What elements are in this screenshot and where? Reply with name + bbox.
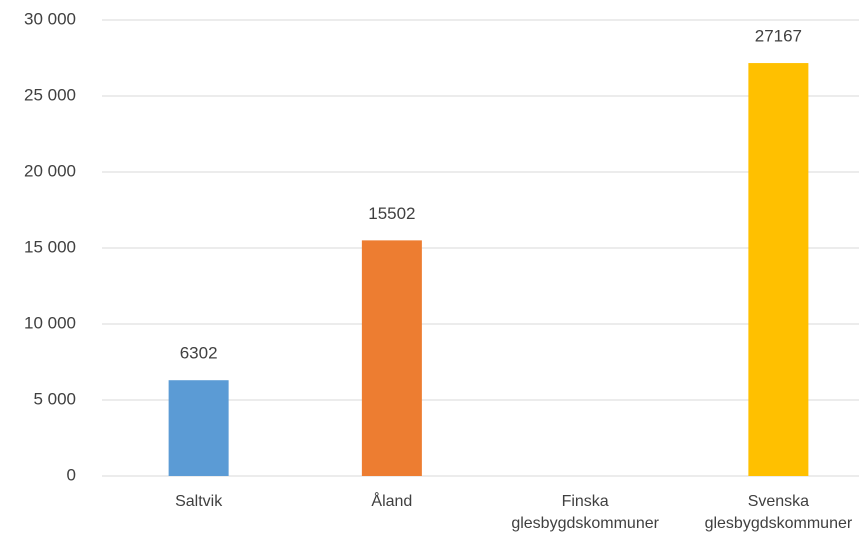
y-tick-label: 10 000	[24, 313, 76, 332]
value-label: 27167	[755, 27, 802, 46]
y-tick-label: 25 000	[24, 85, 76, 104]
x-tick-label: Saltvik	[175, 493, 223, 510]
bar	[748, 63, 809, 477]
y-tick-label: 5 000	[33, 389, 76, 408]
bar	[361, 240, 422, 476]
y-tick-label: 15 000	[24, 237, 76, 256]
value-label: 6302	[180, 344, 218, 363]
y-tick-label: 0	[67, 465, 76, 484]
x-tick-label: Finska glesbygdskommuner	[511, 493, 659, 532]
bar	[168, 380, 229, 476]
x-tick-label: Svenska glesbygdskommuner	[704, 493, 853, 532]
y-tick-label: 30 000	[24, 9, 76, 28]
value-label: 15502	[368, 204, 415, 223]
y-tick-label: 20 000	[24, 161, 76, 180]
x-tick-label: Åland	[371, 493, 413, 510]
